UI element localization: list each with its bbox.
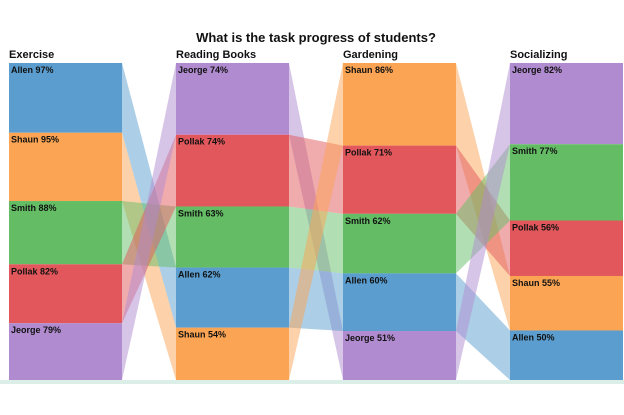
data-label-socializing-shaun: Shaun 55%	[512, 278, 560, 288]
data-label-socializing-pollak: Pollak 56%	[512, 223, 559, 233]
data-label-gardening-pollak: Pollak 71%	[345, 148, 392, 158]
data-label-reading-books-allen: Allen 62%	[178, 270, 221, 280]
stage-labels: Exercise Reading Books Gardening Socializin…	[9, 49, 567, 61]
data-label-reading-books-shaun: Shaun 54%	[178, 330, 226, 340]
bar-socializing-pollak	[510, 220, 623, 276]
bar-exercise-jeorge	[9, 323, 122, 380]
bar-reading-books-jeorge	[176, 63, 289, 135]
data-label-exercise-allen: Allen 97%	[11, 65, 54, 75]
flow-jeorge-exercise-to-reading-books	[122, 63, 176, 380]
bar-reading-books-smith	[176, 206, 289, 268]
bar-exercise-smith	[9, 201, 122, 265]
data-label-exercise-smith: Smith 88%	[11, 203, 57, 213]
bar-socializing-allen	[510, 330, 623, 380]
bar-socializing-jeorge	[510, 63, 623, 145]
bar-socializing-smith	[510, 144, 623, 221]
data-label-exercise-pollak: Pollak 82%	[11, 266, 58, 276]
data-label-gardening-allen: Allen 60%	[345, 275, 388, 285]
data-label-exercise-jeorge: Jeorge 79%	[11, 325, 61, 335]
stage-label-socializing: Socializing	[510, 49, 567, 61]
chart-title: What is the task progress of students?	[196, 30, 436, 45]
bar-reading-books-allen	[176, 267, 289, 328]
bar-exercise-allen	[9, 63, 122, 133]
data-label-socializing-jeorge: Jeorge 82%	[512, 65, 562, 75]
flow-shaun-reading-books-to-gardening	[289, 63, 343, 380]
data-label-gardening-jeorge: Jeorge 51%	[345, 333, 395, 343]
data-label-gardening-shaun: Shaun 86%	[345, 65, 393, 75]
data-label-socializing-allen: Allen 50%	[512, 332, 555, 342]
flow-links	[122, 63, 510, 380]
bar-exercise-pollak	[9, 264, 122, 324]
data-label-reading-books-pollak: Pollak 74%	[178, 137, 225, 147]
stage-label-exercise: Exercise	[9, 49, 54, 61]
bar-gardening-shaun	[343, 63, 456, 146]
bar-gardening-pollak	[343, 145, 456, 214]
bar-gardening-smith	[343, 213, 456, 274]
bar-socializing-shaun	[510, 275, 623, 331]
footer-divider	[0, 380, 624, 384]
stage-label-reading-books: Reading Books	[176, 49, 256, 61]
bar-reading-books-pollak	[176, 134, 289, 207]
data-label-exercise-shaun: Shaun 95%	[11, 135, 59, 145]
stage-bars: Allen 97% Shaun 95% Smith 88% Pollak 82% Jeo…	[9, 63, 623, 380]
bar-reading-books-shaun	[176, 327, 289, 380]
bar-gardening-allen	[343, 273, 456, 332]
bar-exercise-shaun	[9, 132, 122, 202]
bar-gardening-jeorge	[343, 331, 456, 380]
data-label-socializing-smith: Smith 77%	[512, 146, 558, 156]
data-label-gardening-smith: Smith 62%	[345, 216, 391, 226]
flow-jeorge-gardening-to-socializing	[456, 63, 510, 380]
stage-label-gardening: Gardening	[343, 49, 398, 61]
data-label-reading-books-jeorge: Jeorge 74%	[178, 65, 228, 75]
data-label-reading-books-smith: Smith 63%	[178, 208, 224, 218]
